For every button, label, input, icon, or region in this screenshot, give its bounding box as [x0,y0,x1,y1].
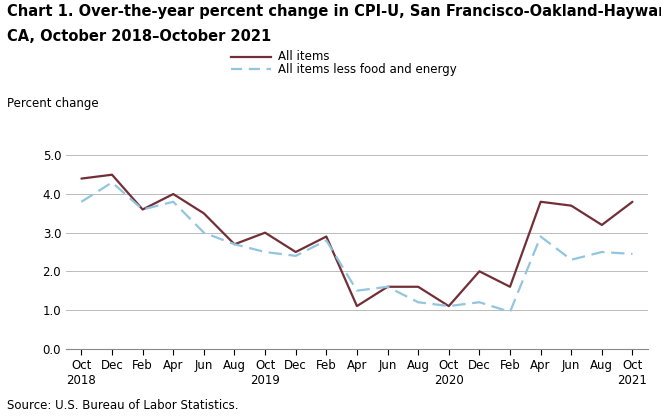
Text: CA, October 2018–October 2021: CA, October 2018–October 2021 [7,29,271,45]
All items [445,304,453,309]
All items less food and energy [77,199,85,204]
Text: Percent change: Percent change [7,97,98,110]
All items [506,284,514,289]
All items [383,284,391,289]
All items less food and energy [323,238,330,243]
All items [353,304,361,309]
All items [567,203,575,208]
All items less food and energy [200,230,208,235]
Line: All items: All items [81,175,633,306]
All items less food and energy [383,284,391,289]
All items less food and energy [231,242,239,247]
All items less food and energy [353,288,361,293]
All items less food and energy [598,249,606,255]
All items [414,284,422,289]
All items [108,172,116,177]
All items less food and energy [629,252,637,257]
All items less food and energy [567,257,575,262]
Line: All items less food and energy: All items less food and energy [81,182,633,312]
Text: All items: All items [278,50,329,63]
All items [629,199,637,204]
All items less food and energy [537,234,545,239]
Text: Source: U.S. Bureau of Labor Statistics.: Source: U.S. Bureau of Labor Statistics. [7,399,238,412]
All items [169,192,177,197]
All items less food and energy [445,304,453,309]
All items less food and energy [108,180,116,185]
Text: All items less food and energy: All items less food and energy [278,63,456,76]
All items [537,199,545,204]
All items [231,242,239,247]
All items [139,207,147,212]
All items [200,211,208,216]
All items less food and energy [506,310,514,315]
All items [475,269,483,274]
All items [323,234,330,239]
All items less food and energy [261,249,269,255]
All items less food and energy [139,207,147,212]
All items [598,223,606,228]
All items [261,230,269,235]
All items less food and energy [414,300,422,305]
All items [77,176,85,181]
All items less food and energy [169,199,177,204]
All items [292,249,299,255]
Text: Chart 1. Over-the-year percent change in CPI-U, San Francisco-Oakland-Hayward,: Chart 1. Over-the-year percent change in… [7,4,661,19]
All items less food and energy [475,300,483,305]
All items less food and energy [292,253,299,258]
